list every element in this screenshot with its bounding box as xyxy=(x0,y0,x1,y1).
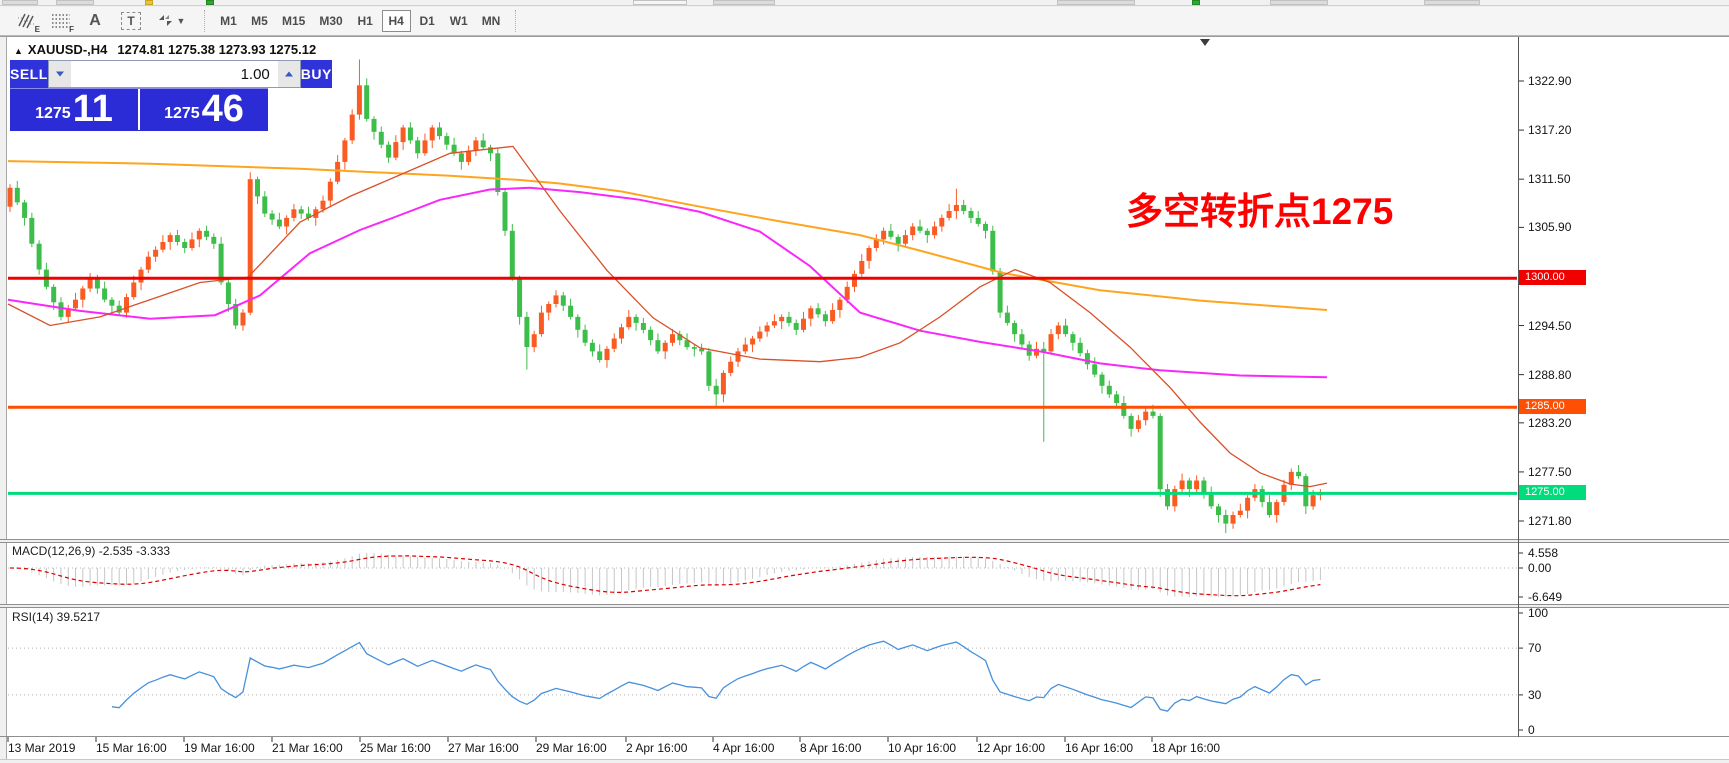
toolbar-fragment xyxy=(2,0,38,5)
toolbar-fragment xyxy=(56,0,94,5)
tf-button-mn[interactable]: MN xyxy=(476,10,507,32)
price-tick-label: 1288.80 xyxy=(1528,367,1572,382)
toolbar-fragment xyxy=(1057,0,1135,5)
time-tick-label: 27 Mar 16:00 xyxy=(448,741,519,755)
volume-increase-button[interactable] xyxy=(277,61,300,87)
chart-title: ▲ XAUUSD-,H4 1274.81 1275.38 1273.93 1275.… xyxy=(14,42,316,57)
tf-button-m30[interactable]: M30 xyxy=(313,10,348,32)
buy-price-small: 1275 xyxy=(164,105,200,122)
toolbar-fragment xyxy=(145,0,153,5)
toolbar-separator xyxy=(515,10,517,32)
price-tick-label: 1271.80 xyxy=(1528,514,1572,528)
arrows-icon[interactable]: ▼ xyxy=(154,9,188,33)
tf-button-h4[interactable]: H4 xyxy=(381,10,411,32)
sell-price-display[interactable]: 1275 11 xyxy=(10,89,140,130)
time-tick-label: 10 Apr 16:00 xyxy=(888,741,957,755)
sell-price-big: 11 xyxy=(72,88,113,131)
price-tick-label: 1277.50 xyxy=(1528,464,1572,479)
time-tick-label: 21 Mar 16:00 xyxy=(272,741,343,755)
price-tick-label: 1294.50 xyxy=(1528,318,1572,333)
one-click-trading-panel: SELL BUY 1275 11 1275 46 xyxy=(10,60,332,131)
price-axis-line xyxy=(1518,37,1519,737)
volume-control xyxy=(47,60,301,88)
toolbar-fragment xyxy=(1270,0,1328,5)
ohlc-values: 1274.81 1275.38 1273.93 1275.12 xyxy=(117,42,317,57)
toolbar: E F A T ▼ M1 M5 M15 M30 H1 H4 D1 xyxy=(0,7,1729,36)
rsi-axis-label: 100 xyxy=(1528,606,1549,620)
volume-input[interactable] xyxy=(70,61,278,87)
rsi-axis-label: 30 xyxy=(1528,687,1542,702)
toolbar-fragment xyxy=(206,0,214,5)
textbox-icon[interactable]: T xyxy=(116,9,146,33)
toolbar-separator xyxy=(204,10,205,32)
price-line-badge: 1300.00 xyxy=(1519,270,1586,286)
toolbar-fragment xyxy=(1424,0,1480,5)
price-line-badge: 1285.00 xyxy=(1519,399,1586,415)
panel-separator[interactable] xyxy=(0,604,1729,608)
tf-button-m1[interactable]: M1 xyxy=(214,10,243,32)
price-tick-label: 1283.20 xyxy=(1528,415,1572,430)
toolbar-fragment xyxy=(1192,0,1200,5)
price-line-badge: 1275.00 xyxy=(1519,485,1586,501)
tf-button-w1[interactable]: W1 xyxy=(444,10,474,32)
sell-price-small: 1275 xyxy=(35,105,71,122)
rsi-axis-label: 0 xyxy=(1528,723,1535,737)
macd-axis-label: 0.00 xyxy=(1528,561,1552,575)
buy-button[interactable]: BUY xyxy=(300,60,332,88)
icon-letter: E xyxy=(34,25,40,34)
window-bottom-border xyxy=(0,759,1729,763)
indicators-icon[interactable]: E xyxy=(14,9,40,34)
sell-button[interactable]: SELL xyxy=(10,60,48,88)
buy-price-big: 46 xyxy=(201,88,244,131)
collapse-triangle-icon[interactable]: ▲ xyxy=(14,46,23,56)
rsi-axis-label: 70 xyxy=(1528,641,1542,656)
window-left-border xyxy=(0,37,7,759)
chart-window xyxy=(0,36,1729,763)
symbol-label: XAUUSD-,H4 xyxy=(27,42,108,57)
macd-axis-label: 4.558 xyxy=(1528,546,1559,560)
time-tick-label: 12 Apr 16:00 xyxy=(977,741,1046,755)
time-axis-line xyxy=(0,736,1729,737)
chevron-down-icon: ▼ xyxy=(176,16,186,26)
panel-separator[interactable] xyxy=(0,539,1729,543)
rsi-label: RSI(14) 39.5217 xyxy=(12,610,101,624)
time-tick-label: 18 Apr 16:00 xyxy=(1152,741,1221,755)
time-tick-label: 29 Mar 16:00 xyxy=(536,741,607,755)
tf-button-d1[interactable]: D1 xyxy=(413,10,442,32)
time-tick-label: 2 Apr 16:00 xyxy=(626,741,688,755)
macd-label: MACD(12,26,9) -2.535 -3.333 xyxy=(12,544,171,558)
tf-button-h1[interactable]: H1 xyxy=(351,10,380,32)
price-tick-label: 1305.90 xyxy=(1528,220,1572,235)
time-tick-label: 19 Mar 16:00 xyxy=(184,741,255,755)
icon-letter: F xyxy=(69,25,74,34)
text-icon[interactable]: A xyxy=(82,9,108,33)
price-tick-label: 1311.50 xyxy=(1528,172,1571,187)
time-tick-label: 8 Apr 16:00 xyxy=(800,741,862,755)
toolbar-fragment xyxy=(713,0,775,5)
macd-axis-label: -6.649 xyxy=(1528,590,1563,604)
time-tick-label: 15 Mar 16:00 xyxy=(96,741,167,755)
grid-icon[interactable]: F xyxy=(48,9,74,34)
time-tick-label: 4 Apr 16:00 xyxy=(713,741,775,755)
tf-button-m15[interactable]: M15 xyxy=(276,10,311,32)
icon-letter: T xyxy=(121,12,141,30)
chart-text-annotation: 多空转折点1275 xyxy=(1126,191,1394,232)
tf-button-m5[interactable]: M5 xyxy=(245,10,274,32)
price-tick-label: 1317.20 xyxy=(1528,123,1572,138)
time-tick-label: 16 Apr 16:00 xyxy=(1065,741,1134,755)
price-tick-label: 1322.90 xyxy=(1528,74,1572,88)
icon-letter: A xyxy=(89,12,101,29)
time-tick-label: 25 Mar 16:00 xyxy=(360,741,431,755)
chart-shift-marker[interactable] xyxy=(1200,39,1210,46)
buy-price-display[interactable]: 1275 46 xyxy=(140,89,268,130)
toolbar-fragment xyxy=(633,0,687,5)
clipped-toolbar-strip xyxy=(0,0,1729,6)
time-tick-label: 13 Mar 2019 xyxy=(8,741,76,755)
volume-decrease-button[interactable] xyxy=(48,61,71,87)
